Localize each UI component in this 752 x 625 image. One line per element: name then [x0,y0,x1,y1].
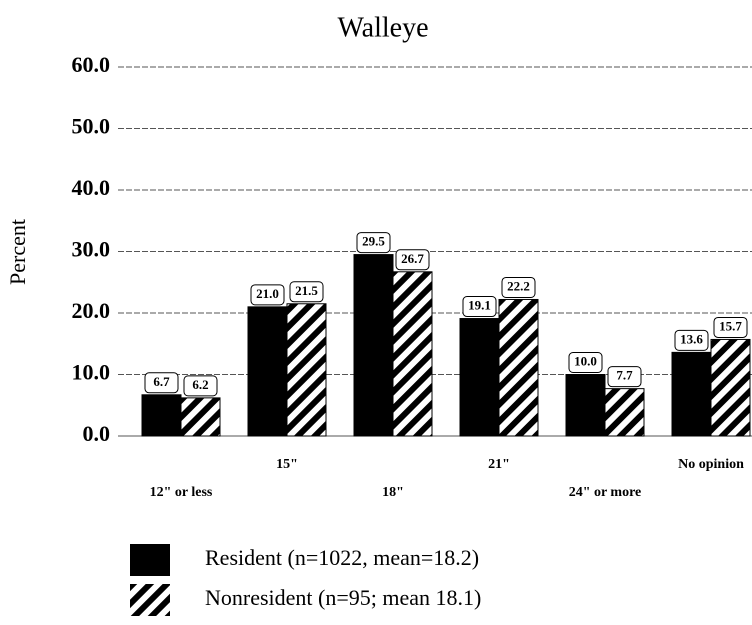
value-label: 22.2 [507,278,530,293]
legend-swatch [130,544,170,576]
y-tick-label: 10.0 [72,360,111,385]
value-label: 13.6 [680,331,703,346]
x-tick-label: 21" [488,457,510,472]
value-label: 19.1 [468,298,491,313]
x-tick-label: 15" [276,457,298,472]
y-tick-label: 60.0 [72,52,111,77]
value-label-box [395,249,430,271]
value-label: 10.0 [574,353,597,368]
value-label: 21.0 [256,286,279,301]
value-label-box [250,284,285,306]
bar [565,374,606,437]
bar [247,306,288,437]
bar [498,298,539,437]
bar [141,394,182,437]
value-label-box [501,276,536,298]
y-tick-label: 30.0 [72,237,111,262]
value-label: 29.5 [362,234,385,249]
value-label: 6.2 [192,377,208,392]
y-tick-label: 0.0 [83,421,111,446]
y-tick-label: 20.0 [72,298,111,323]
y-tick-label: 40.0 [72,175,111,200]
bar [459,318,500,437]
legend-swatch [130,584,170,616]
bar [671,351,712,437]
value-label-box [607,366,642,388]
value-label-box [462,296,497,318]
value-label-box [674,329,709,351]
x-tick-label: 24" or more [569,485,642,500]
value-label: 21.5 [295,283,318,298]
legend-label: Nonresident (n=95; mean 18.1) [205,585,481,610]
value-label: 26.7 [401,251,424,266]
bar [180,397,221,437]
value-label-box [356,232,391,254]
x-tick-label: No opinion [678,457,744,472]
bar [392,271,433,437]
x-tick-label: 12" or less [150,485,213,500]
value-label-box [289,281,324,303]
y-tick-label: 50.0 [72,114,111,139]
value-label: 15.7 [719,318,742,333]
value-label-box [568,352,603,373]
value-label-box [144,372,179,394]
y-axis-label: Percent [5,219,30,285]
chart-title: Walleye [337,12,428,43]
value-label-box [183,375,218,397]
bar [710,338,751,437]
bar [604,388,645,437]
value-label: 6.7 [153,374,170,389]
value-label-box [713,316,748,338]
x-tick-label: 18" [382,485,404,500]
bar [353,254,394,437]
bar [286,303,327,437]
value-label: 7.7 [616,368,633,383]
legend-label: Resident (n=1022, mean=18.2) [205,545,479,570]
